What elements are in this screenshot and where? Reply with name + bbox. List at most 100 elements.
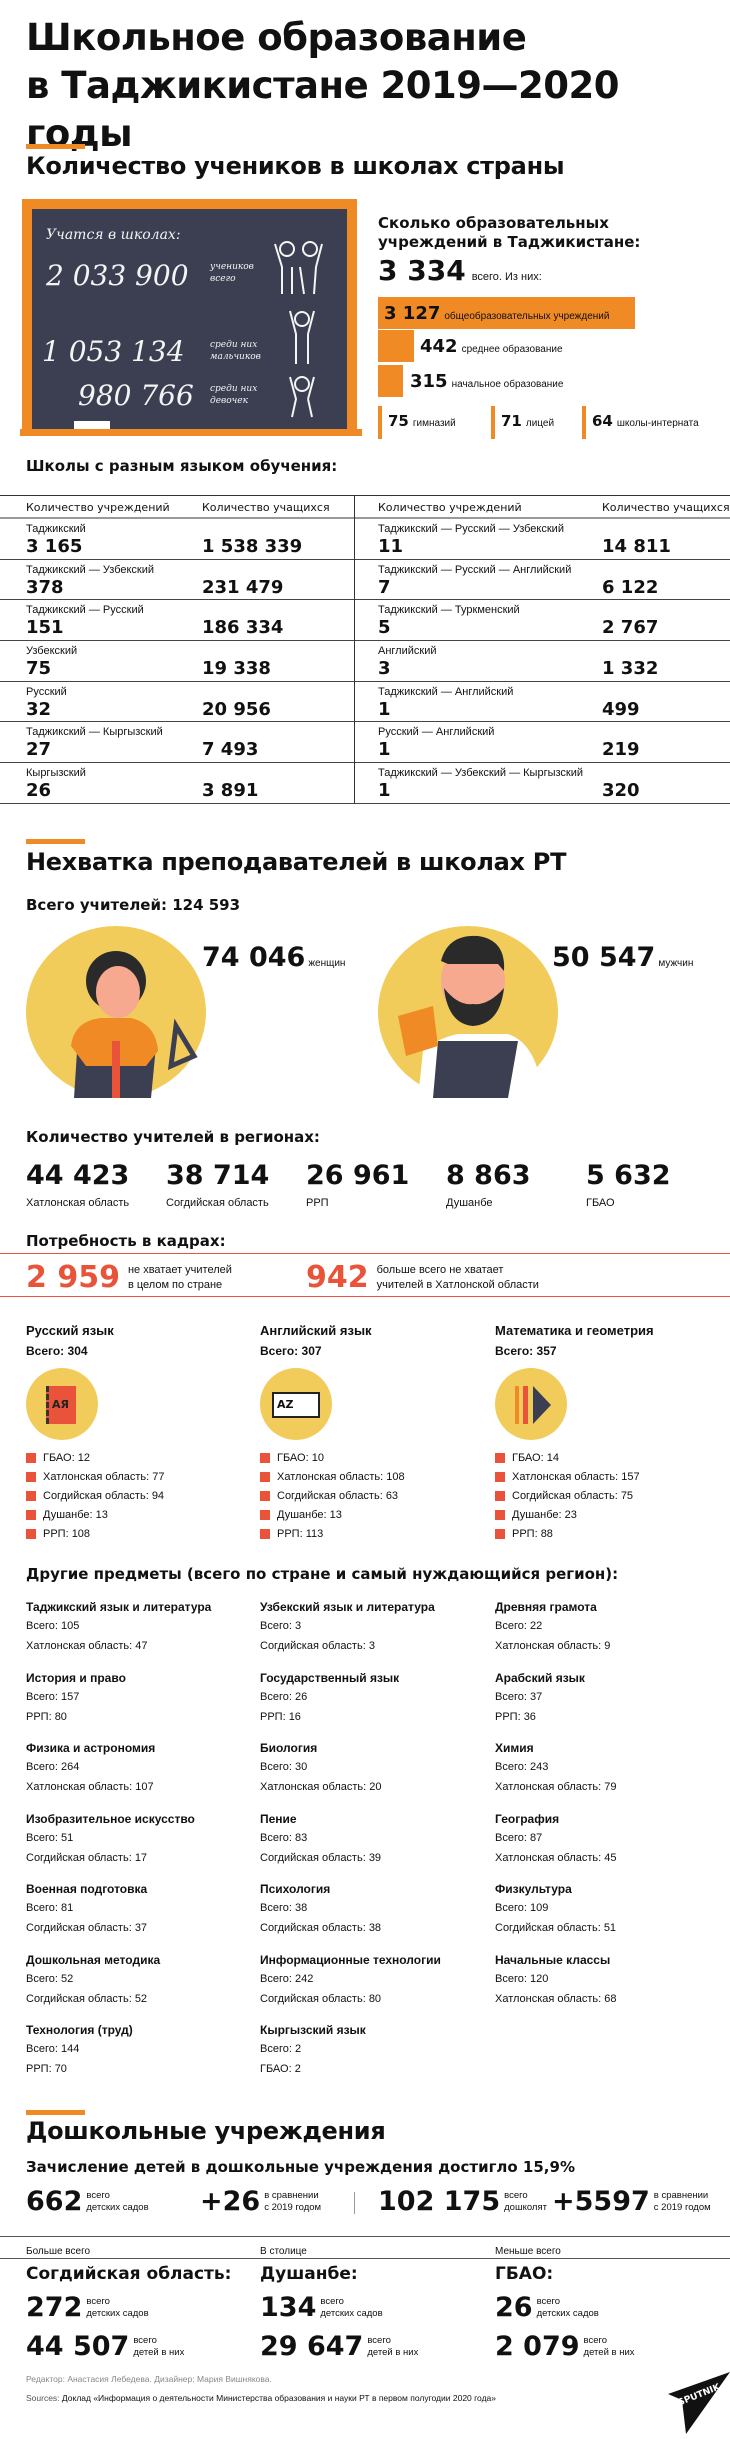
subject-title: География <box>495 1811 560 1826</box>
sources: Sources: Доклад «Информация о деятельнос… <box>26 2393 497 2403</box>
subject-total: Всего: 37 <box>495 1690 543 1703</box>
stat-label: всего детских садов <box>320 2296 382 2320</box>
students-count: 3 891 <box>202 780 259 802</box>
region-column-header: Меньше всего <box>495 2246 561 2257</box>
woman-teacher-illustration <box>26 926 206 1098</box>
bullet-square-icon <box>26 1490 36 1501</box>
subject-total: Всего: 109 <box>495 1902 549 1914</box>
region-list: ГБАО: 12 Хатлонская область: 77 Согдийская… <box>26 1448 256 1543</box>
kindergarten-region: Согдийская область: 272 всего детских садов… <box>26 2264 256 2362</box>
subject-card: Русский язык Всего: 304 АЯ ГБАО: 12 Хатлонск… <box>26 1323 256 1543</box>
subject-block: Таджикский язык и литература Всего: 105 Ха… <box>26 1600 256 1660</box>
subject-block: Информационные технологии Всего: 242 Согди… <box>260 1953 490 2013</box>
stat-value: 2 079 <box>495 2331 580 2362</box>
region-item: РРП: 108 <box>26 1524 256 1543</box>
book-cover: АЯ <box>46 1386 76 1424</box>
subject-total: Всего: 242 <box>260 1972 314 1985</box>
region-item: Душанбе: 13 <box>26 1505 256 1524</box>
stat-label: всего детей в них <box>367 2335 418 2359</box>
other-subjects-heading: Другие предметы (всего по стране и самый… <box>26 1565 619 1583</box>
language-name: Русский — Английский <box>378 726 495 739</box>
stat-label-line: детей в них <box>583 2346 635 2358</box>
stat-label-line: с 2019 годом <box>264 2201 322 2213</box>
subject-total: Всего: 144 <box>26 2043 80 2055</box>
stat-value: 134 <box>260 2292 317 2323</box>
stat-label: всего детских садов <box>86 2190 148 2214</box>
bullet-square-icon <box>495 1528 505 1539</box>
boys-count: 1 053 134 <box>42 335 185 368</box>
stat-label-line: всего <box>536 2295 561 2307</box>
students-count: 219 <box>602 739 640 761</box>
stat-label-line: детей в них <box>367 2346 419 2358</box>
subject-title: Психология <box>260 1882 331 1896</box>
stat-label-line: в сравнении <box>264 2189 319 2201</box>
stat-value: 29 647 <box>260 2331 364 2362</box>
subject-block: Арабский язык Всего: 37 РРП: 36 <box>495 1671 725 1731</box>
divider <box>354 2192 355 2214</box>
region-item: Согдийская область: 75 <box>495 1486 725 1505</box>
preschool-heading: Дошкольные учреждения <box>26 2117 386 2145</box>
stat-value: 26 <box>495 2292 533 2323</box>
subject-region: Хатлонская область: 20 <box>260 1781 382 1793</box>
students-count: 6 122 <box>602 576 659 598</box>
region-item: РРП: 113 <box>260 1524 490 1543</box>
table-row: Кыргызский 26 3 891 Таджикский — Узбекский … <box>0 763 730 804</box>
students-count: 320 <box>602 780 640 802</box>
subject-total: Всего: 87 <box>495 1831 543 1844</box>
chalkboard: Учатся в школах: 2 033 900 учеников всего… <box>22 199 357 429</box>
region-item: ГБАО: 14 <box>495 1448 725 1467</box>
table-row: Таджикский — Русский 151 186 334 Таджикский… <box>0 600 730 642</box>
region-text: Душанбе: 23 <box>512 1508 577 1521</box>
institutions-count: 5 <box>378 617 391 639</box>
region-name: ГБАО: <box>495 2264 554 2284</box>
language-name: Таджикский — Русский — Узбекский <box>378 523 564 535</box>
language-name: Таджикский — Английский <box>378 685 514 698</box>
students-count: 7 493 <box>202 739 259 761</box>
table-header: Количество учреждений Количество учащихс… <box>0 496 730 519</box>
region-text: Душанбе: 13 <box>43 1508 108 1521</box>
table-row: Русский 32 20 956 Таджикский — Английский 1 4… <box>0 682 730 723</box>
sputnik-logo: SPUTNIK <box>668 2372 730 2434</box>
preschool-subheading: Зачисление детей в дошкольные учреждения… <box>26 2158 575 2176</box>
need-khatlon: 942 больше всего не хватает учителей в Х… <box>306 1260 539 1295</box>
subject-title: Технология (труд) <box>26 2023 133 2037</box>
institution-label: школы-интерната <box>616 418 699 429</box>
man-teacher-illustration <box>378 926 558 1098</box>
kindergarten-stat: 29 647 всего детей в них <box>260 2331 490 2362</box>
subject-title: Узбекский язык и литература <box>260 1600 435 1614</box>
subject-total: Всего: 243 <box>495 1761 549 1773</box>
subject-total: Всего: 2 <box>260 2043 302 2055</box>
region-item: Согдийская область: 94 <box>26 1486 256 1505</box>
region-text: РРП: 88 <box>512 1527 553 1540</box>
institutions-heading: Сколько образовательных учреждений в Тад… <box>378 214 641 251</box>
institutions-count: 32 <box>26 698 52 720</box>
institution-bar <box>378 406 382 439</box>
institutions-count: 378 <box>26 576 64 598</box>
section-accent-bar <box>26 2110 85 2115</box>
students-count: 231 479 <box>202 576 284 598</box>
table-row: Таджикский — Узбекский 378 231 479 Таджикск… <box>0 560 730 601</box>
bullet-square-icon <box>495 1490 505 1501</box>
subject-title: Таджикский язык и литература <box>26 1600 212 1614</box>
col-header-students: Количество учащихся <box>202 501 330 514</box>
language-name: Таджикский — Русский <box>26 604 144 617</box>
stat-label: всего детей в них <box>584 2335 635 2359</box>
boys-label: среди них мальчиков <box>210 340 261 362</box>
institution-bar <box>378 365 403 397</box>
region-name: Душанбе: <box>260 2264 358 2284</box>
need-heading: Потребность в кадрах: <box>26 1232 226 1250</box>
stat-label-line: дошколят <box>504 2201 547 2213</box>
institutions-count: 1 <box>378 780 391 802</box>
bullet-square-icon <box>260 1471 270 1482</box>
pencil-ruler-icon <box>495 1368 567 1440</box>
institution-item: 315 начальное образование <box>410 371 563 392</box>
girls-label: среди них девочек <box>210 384 258 406</box>
pencil-shape <box>515 1386 519 1424</box>
region-value: 44 423 <box>26 1160 130 1191</box>
region-value: 26 961 <box>306 1160 410 1191</box>
region-item: ГБАО: 10 <box>260 1448 490 1467</box>
preschool-stat: +5597 в сравнении с 2019 годом <box>552 2186 711 2217</box>
institutions-count: 3 165 <box>26 536 83 557</box>
subject-total: Всего: 81 <box>26 1902 74 1914</box>
region-text: РРП: 108 <box>43 1527 91 1540</box>
